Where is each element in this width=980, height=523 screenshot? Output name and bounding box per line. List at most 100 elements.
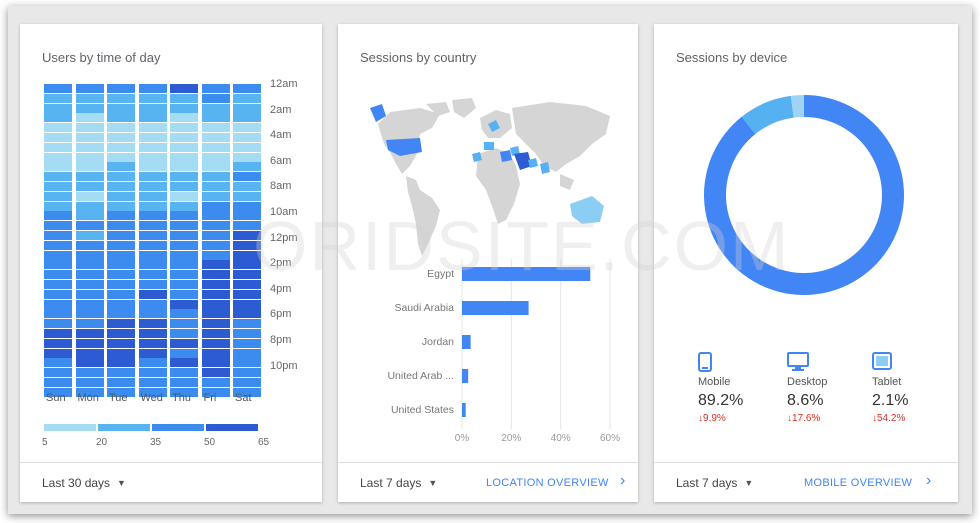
- country-bar[interactable]: [462, 369, 469, 383]
- heatmap-cell[interactable]: [138, 358, 167, 368]
- heatmap-cell[interactable]: [107, 133, 135, 142]
- heatmap-cell[interactable]: [75, 191, 104, 201]
- heatmap-cell[interactable]: [170, 260, 198, 270]
- chevron-right-icon[interactable]: ›: [926, 472, 932, 489]
- heatmap-cell[interactable]: [107, 152, 135, 162]
- heatmap-cell[interactable]: [75, 142, 104, 152]
- country-bar[interactable]: [462, 267, 591, 281]
- heatmap-cell[interactable]: [201, 231, 230, 240]
- heatmap-cell[interactable]: [201, 329, 230, 338]
- country-bar[interactable]: [462, 335, 471, 349]
- heatmap-cell[interactable]: [107, 240, 135, 250]
- heatmap-cell[interactable]: [44, 270, 72, 280]
- donut-slice-desktop[interactable]: [741, 95, 794, 135]
- heatmap-cell[interactable]: [201, 250, 230, 260]
- heatmap-cell[interactable]: [75, 348, 104, 358]
- heatmap-cell[interactable]: [233, 338, 261, 348]
- heatmap-cell[interactable]: [201, 289, 230, 299]
- heatmap-cell[interactable]: [44, 191, 72, 201]
- heatmap-cell[interactable]: [233, 270, 261, 280]
- heatmap-cell[interactable]: [107, 250, 135, 260]
- heatmap-cell[interactable]: [201, 93, 230, 103]
- heatmap-cell[interactable]: [138, 250, 167, 260]
- heatmap-cell[interactable]: [138, 309, 167, 319]
- heatmap-cell[interactable]: [44, 280, 72, 289]
- heatmap-cell[interactable]: [233, 211, 261, 221]
- heatmap-cell[interactable]: [75, 240, 104, 250]
- heatmap-cell[interactable]: [201, 162, 230, 172]
- heatmap-cell[interactable]: [44, 172, 72, 182]
- heatmap-cell[interactable]: [170, 93, 198, 103]
- heatmap-cell[interactable]: [138, 201, 167, 211]
- heatmap-cell[interactable]: [170, 378, 198, 387]
- heatmap-cell[interactable]: [107, 142, 135, 152]
- heatmap-cell[interactable]: [170, 348, 198, 358]
- heatmap-cell[interactable]: [233, 348, 261, 358]
- heatmap-cell[interactable]: [201, 182, 230, 191]
- heatmap-cell[interactable]: [201, 113, 230, 123]
- heatmap-cell[interactable]: [75, 387, 104, 397]
- heatmap-cell[interactable]: [75, 123, 104, 133]
- heatmap-cell[interactable]: [138, 378, 167, 387]
- heatmap-cell[interactable]: [201, 260, 230, 270]
- heatmap-cell[interactable]: [138, 123, 167, 133]
- heatmap-cell[interactable]: [138, 133, 167, 142]
- heatmap-cell[interactable]: [201, 270, 230, 280]
- heatmap-cell[interactable]: [233, 123, 261, 133]
- heatmap-cell[interactable]: [44, 329, 72, 338]
- heatmap-cell[interactable]: [233, 289, 261, 299]
- heatmap-cell[interactable]: [138, 240, 167, 250]
- heatmap-cell[interactable]: [170, 162, 198, 172]
- heatmap-cell[interactable]: [107, 162, 135, 172]
- heatmap-cell[interactable]: [201, 103, 230, 113]
- heatmap-cell[interactable]: [201, 299, 230, 309]
- heatmap-cell[interactable]: [201, 152, 230, 162]
- heatmap-cell[interactable]: [170, 309, 198, 319]
- heatmap-cell[interactable]: [170, 338, 198, 348]
- heatmap-cell[interactable]: [75, 280, 104, 289]
- heatmap-cell[interactable]: [75, 299, 104, 309]
- heatmap-cell[interactable]: [170, 142, 198, 152]
- heatmap-cell[interactable]: [44, 113, 72, 123]
- heatmap-cell[interactable]: [138, 182, 167, 191]
- heatmap-cell[interactable]: [233, 152, 261, 162]
- heatmap-cell[interactable]: [75, 221, 104, 231]
- heatmap-cell[interactable]: [44, 289, 72, 299]
- heatmap-cell[interactable]: [44, 348, 72, 358]
- heatmap-cell[interactable]: [170, 191, 198, 201]
- heatmap-cell[interactable]: [170, 103, 198, 113]
- heatmap-cell[interactable]: [170, 240, 198, 250]
- heatmap-cell[interactable]: [107, 221, 135, 231]
- heatmap-cell[interactable]: [233, 260, 261, 270]
- heatmap-cell[interactable]: [44, 182, 72, 191]
- heatmap-cell[interactable]: [233, 231, 261, 240]
- heatmap-cell[interactable]: [233, 201, 261, 211]
- heatmap-cell[interactable]: [233, 172, 261, 182]
- heatmap-cell[interactable]: [233, 319, 261, 329]
- heatmap-cell[interactable]: [75, 93, 104, 103]
- heatmap-cell[interactable]: [233, 250, 261, 260]
- heatmap-cell[interactable]: [107, 191, 135, 201]
- heatmap-cell[interactable]: [201, 201, 230, 211]
- heatmap-cell[interactable]: [170, 270, 198, 280]
- heatmap-cell[interactable]: [233, 113, 261, 123]
- heatmap-cell[interactable]: [201, 309, 230, 319]
- heatmap-cell[interactable]: [44, 309, 72, 319]
- heatmap-cell[interactable]: [75, 201, 104, 211]
- heatmap-cell[interactable]: [107, 93, 135, 103]
- heatmap-cell[interactable]: [75, 338, 104, 348]
- heatmap-cell[interactable]: [107, 211, 135, 221]
- heatmap-cell[interactable]: [75, 103, 104, 113]
- chevron-right-icon[interactable]: ›: [620, 472, 626, 489]
- heatmap-cell[interactable]: [75, 182, 104, 191]
- heatmap-cell[interactable]: [44, 162, 72, 172]
- heatmap-cell[interactable]: [201, 319, 230, 329]
- heatmap-cell[interactable]: [75, 260, 104, 270]
- heatmap-cell[interactable]: [44, 358, 72, 368]
- heatmap-cell[interactable]: [75, 329, 104, 338]
- world-map[interactable]: [360, 94, 616, 264]
- heatmap-cell[interactable]: [107, 358, 135, 368]
- heatmap-cell[interactable]: [138, 221, 167, 231]
- heatmap-cell[interactable]: [44, 231, 72, 240]
- heatmap-cell[interactable]: [44, 260, 72, 270]
